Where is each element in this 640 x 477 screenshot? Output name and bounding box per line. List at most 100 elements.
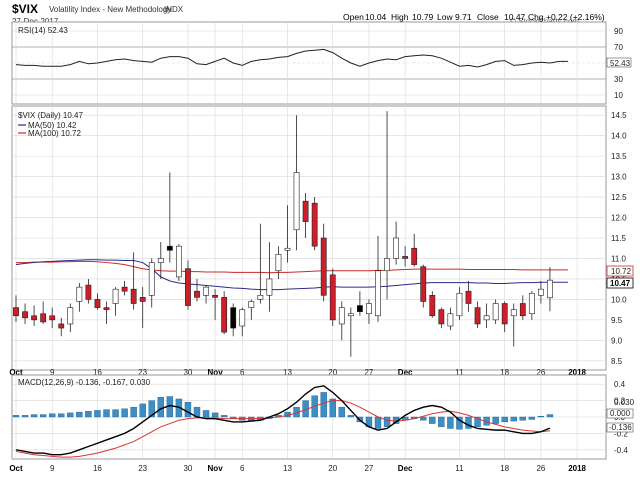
high-label: High — [391, 12, 409, 22]
macd-hist-bar — [220, 415, 228, 418]
macd-hist-bar — [211, 412, 219, 418]
ma100-legend: MA(100) 10.72 — [28, 129, 81, 138]
candle-body — [447, 313, 454, 327]
date-tick-label: 2018 — [568, 464, 586, 473]
candle-body — [510, 309, 517, 317]
candle-body — [429, 295, 436, 317]
macd-hist-bar — [58, 413, 65, 418]
candle-body — [311, 202, 318, 247]
macd-hist-bar — [112, 409, 119, 418]
candle-body — [393, 237, 399, 259]
candle-body — [76, 286, 83, 302]
date-tick-label: Dec — [398, 464, 413, 473]
macd-hist-bar — [447, 416, 454, 429]
macd-last-tag — [606, 422, 634, 433]
candle-body — [166, 245, 173, 251]
rsi-last-tag — [606, 57, 632, 68]
date-tick-label: Oct — [9, 464, 23, 473]
macd-hist-bar — [338, 406, 345, 418]
candle-body — [375, 270, 381, 317]
date-tick-label: 26 — [536, 464, 545, 473]
candle-body — [148, 262, 155, 296]
chg-label: Chg — [528, 12, 544, 22]
macd-tags: 0.030 0.000 -0.136 — [606, 398, 635, 433]
macd-hist-bar — [130, 406, 137, 418]
candle-body — [384, 258, 390, 272]
candle-body — [366, 303, 372, 315]
rsi-line — [15, 48, 569, 68]
candle-body — [284, 247, 291, 251]
low-label: Low — [437, 12, 453, 22]
price-tick-label: 10.0 — [611, 295, 627, 304]
candle-body — [411, 247, 418, 265]
candle-body — [293, 172, 300, 231]
date-tick-label: 18 — [500, 368, 509, 377]
candle-body — [221, 297, 228, 333]
candle-body — [31, 315, 37, 321]
close-label: Close — [477, 12, 499, 22]
macd-hist-bar — [94, 410, 101, 418]
macd-last-value: -0.136 — [609, 423, 632, 432]
candle-body — [347, 313, 354, 317]
macd-hist-bar — [85, 411, 92, 418]
macd-hist-bar — [383, 416, 391, 428]
date-tick-label: 27 — [364, 464, 373, 473]
macd-hist-bar — [39, 414, 47, 418]
macd-hist-bar — [347, 415, 355, 418]
ma100-line — [16, 260, 569, 274]
price-axis: 8.59.09.510.010.511.011.512.012.513.013.… — [611, 111, 627, 366]
candle-body — [22, 311, 28, 319]
rsi-tick-label: 90 — [614, 27, 623, 36]
macd-hist-bar — [320, 392, 327, 418]
macd-line — [15, 385, 551, 456]
macd-hist-bar — [501, 416, 508, 423]
date-tick-label: 27 — [364, 368, 373, 377]
macd-hist-bar — [103, 409, 110, 418]
macd-hist-bar — [374, 416, 382, 429]
candle-body — [40, 313, 47, 323]
candle-body — [185, 268, 191, 306]
price-tick-label: 14.5 — [611, 111, 627, 120]
close-tag-value: 10.47 — [610, 279, 631, 288]
macd-histogram — [12, 392, 554, 430]
macd-hist-bar — [438, 416, 445, 428]
candle-body — [194, 290, 200, 298]
macd-hist-value: 0.030 — [614, 398, 635, 407]
candle-body — [121, 286, 128, 292]
date-tick-label: 13 — [283, 464, 292, 473]
rsi-last-value: 52.43 — [610, 59, 631, 68]
macd-hist-bar — [76, 411, 83, 418]
date-tick-label: 11 — [455, 368, 464, 377]
macd-zero-tag — [606, 408, 634, 419]
price-tick-label: 12.0 — [611, 214, 627, 223]
ma100-tag-value: 10.72 — [611, 267, 632, 276]
macd-hist-bar — [157, 397, 165, 418]
candle-body — [239, 309, 246, 327]
date-tick-label: 23 — [138, 368, 147, 377]
date-tick-label: Dec — [398, 368, 413, 377]
price-tick-label: 14.0 — [611, 132, 627, 141]
ma50-legend: MA(50) 10.42 — [28, 121, 77, 130]
index-name: Volatility Index - New Methodology — [49, 5, 171, 14]
macd-hist-bar — [21, 415, 29, 418]
symbol-label: $VIX — [12, 2, 38, 16]
macd-panel: -0.4-0.20.00.20.4 MACD(12,26,9) -0.136, … — [11, 374, 635, 460]
candle-body — [112, 288, 119, 304]
signal-line — [15, 400, 551, 458]
date-tick-label: 16 — [93, 464, 102, 473]
macd-tick-label: 0.2 — [614, 397, 626, 406]
candle-body — [492, 303, 499, 321]
date-tick-label: 30 — [183, 464, 192, 473]
candle-body — [356, 305, 363, 312]
date-tick-label: Oct — [9, 368, 23, 377]
candle-body — [501, 303, 508, 325]
rsi-title: RSI(14) 52.43 — [18, 26, 68, 35]
price-tick-label: 13.5 — [611, 152, 627, 161]
rsi-grid — [12, 23, 606, 103]
rsi-tick-label: 30 — [614, 75, 623, 84]
candle-body — [58, 323, 65, 329]
candle-body — [338, 307, 345, 325]
rsi-panel: 1030507090 52.43 RSI(14) 52.43 — [11, 21, 632, 105]
candle-body — [547, 279, 553, 299]
